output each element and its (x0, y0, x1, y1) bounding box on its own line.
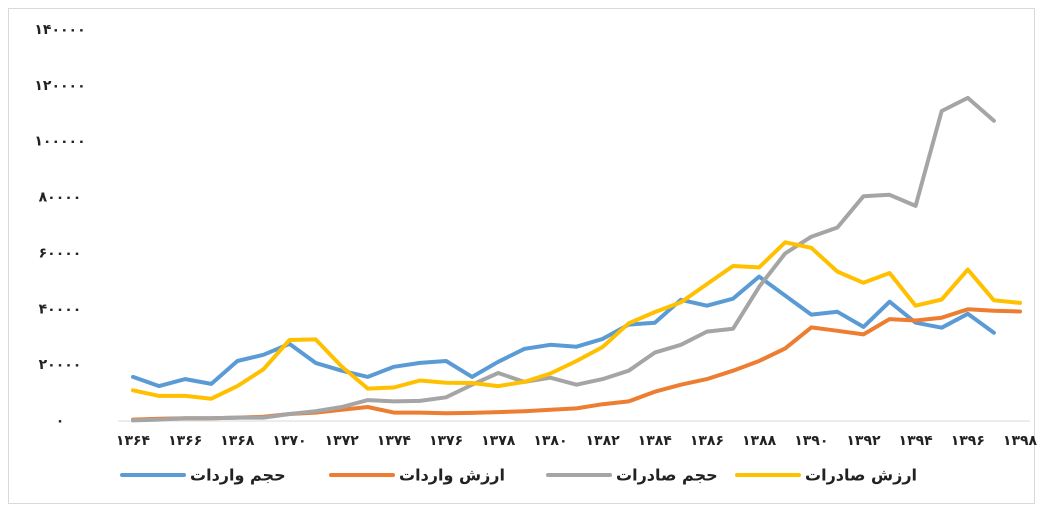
x-tick-label: ۱۳۸۰ (533, 433, 567, 449)
legend-label: ارزش واردات (399, 466, 505, 485)
y-tick-label: ۰ (56, 413, 65, 429)
x-tick-label: ۱۳۷۰ (272, 433, 306, 449)
chart-frame (8, 8, 1035, 504)
x-tick-label: ۱۳۹۰ (794, 433, 828, 449)
x-tick-label: ۱۳۶۸ (220, 433, 255, 449)
x-tick-label: ۱۳۸۸ (742, 433, 777, 449)
x-tick-label: ۱۳۷۸ (481, 433, 516, 449)
y-tick-label: ۶۰۰۰۰ (39, 245, 82, 261)
x-tick-label: ۱۳۷۴ (377, 433, 412, 449)
x-tick-label: ۱۳۹۲ (846, 433, 881, 449)
y-tick-label: ۱۲۰۰۰۰ (34, 78, 85, 94)
x-tick-label: ۱۳۹۴ (899, 433, 934, 449)
x-tick-label: ۱۳۶۴ (116, 433, 151, 449)
y-tick-label: ۲۰۰۰۰ (39, 357, 82, 373)
y-tick-label: ۸۰۰۰۰ (39, 190, 82, 206)
legend-label: حجم صادرات (616, 466, 718, 485)
y-tick-label: ۱۴۰۰۰۰ (34, 22, 85, 38)
x-tick-label: ۱۳۸۲ (585, 433, 620, 449)
legend-label: حجم واردات (190, 466, 286, 485)
y-tick-label: ۴۰۰۰۰ (39, 301, 82, 317)
x-tick-label: ۱۳۹۸ (1003, 433, 1038, 449)
series-line (131, 240, 1022, 401)
x-tick-label: ۱۳۷۲ (325, 433, 360, 449)
series-line (131, 95, 996, 423)
x-tick-label: ۱۳۶۶ (168, 433, 202, 449)
y-tick-label: ۱۰۰۰۰۰ (34, 134, 85, 150)
x-tick-label: ۱۳۸۶ (690, 433, 724, 449)
x-tick-label: ۱۳۹۶ (951, 433, 985, 449)
x-tick-label: ۱۳۷۶ (429, 433, 463, 449)
legend-label: ارزش صادرات (805, 466, 917, 485)
x-tick-label: ۱۳۸۴ (638, 433, 673, 449)
series-line (131, 274, 996, 389)
